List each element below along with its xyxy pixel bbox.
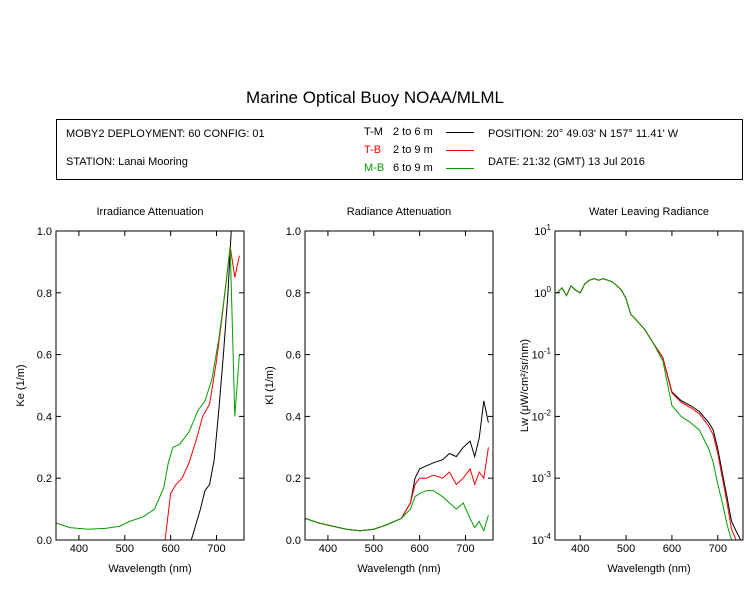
date-text: DATE: 21:32 (GMT) 13 Jul 2016: [488, 156, 645, 168]
y-tick-label: 100: [534, 285, 551, 300]
y-tick-label: 0.2: [37, 473, 52, 485]
deployment-text: MOBY2 DEPLOYMENT: 60 CONFIG: 01: [66, 128, 265, 140]
y-tick-label: 0.6: [286, 350, 301, 362]
series-line-t-m: [556, 278, 742, 540]
legend-range-mb: 6 to 9 m: [393, 162, 433, 174]
info-box: MOBY2 DEPLOYMENT: 60 CONFIG: 01 STATION:…: [56, 119, 743, 180]
legend-label-mb: M-B: [364, 162, 385, 174]
y-axis-label: Ke (1/m): [15, 364, 27, 406]
chart-panel-2: 400 500 600 700 0.0 0.2 0.4 0.6 0.8 1.0 Radiance A…: [264, 206, 494, 575]
series-line-t-b: [556, 278, 737, 540]
series-line-m-b: [305, 490, 489, 533]
x-tick-label: 400: [70, 543, 88, 555]
x-tick-label: 600: [161, 543, 179, 555]
y-tick-label: 10-2: [532, 408, 552, 423]
legend-label-tm: T-M: [364, 126, 383, 138]
y-tick-label: 10-1: [532, 347, 552, 362]
x-axis-label: Wavelength (nm): [357, 563, 440, 575]
x-tick-label: 400: [319, 543, 337, 555]
x-tick-label: 500: [365, 543, 383, 555]
series-line-m-b: [556, 278, 732, 540]
legend-range-tm: 2 to 6 m: [393, 126, 433, 138]
y-tick-label: 0.0: [37, 535, 52, 547]
chart-title: Radiance Attenuation: [347, 206, 452, 218]
x-tick-label: 600: [663, 543, 681, 555]
position-text: POSITION: 20° 49.03' N 157° 11.41' W: [488, 128, 679, 140]
y-tick-label: 1.0: [37, 226, 52, 238]
x-tick-label: 400: [571, 543, 589, 555]
series-line-m-b: [56, 246, 240, 530]
x-tick-label: 700: [456, 543, 474, 555]
y-tick-label: 0.0: [286, 535, 301, 547]
x-tick-label: 700: [709, 543, 727, 555]
x-tick-label: 500: [617, 543, 635, 555]
y-tick-label: 0.8: [37, 288, 52, 300]
y-tick-label: 0.2: [286, 473, 301, 485]
plot-frame: [304, 230, 494, 541]
plot-frame: [55, 230, 245, 541]
y-tick-label: 101: [534, 223, 551, 238]
chart-title: Water Leaving Radiance: [589, 206, 709, 218]
y-axis-label: Lw (μW/cm²/sr/nm): [519, 339, 531, 432]
series-line-t-m: [190, 231, 232, 540]
y-tick-label: 10-4: [532, 532, 552, 547]
station-text: STATION: Lanai Mooring: [66, 156, 188, 168]
y-tick-label: 10-3: [532, 470, 552, 485]
x-axis-label: Wavelength (nm): [607, 563, 690, 575]
y-tick-label: 0.8: [286, 288, 301, 300]
chart-title: Irradiance Attenuation: [96, 206, 203, 218]
legend-line-tm: [446, 132, 474, 133]
legend-label-tb: T-B: [364, 144, 382, 156]
plot-frame: [554, 230, 744, 541]
series-line-t-b: [305, 447, 489, 532]
x-tick-label: 700: [207, 543, 225, 555]
chart-panel-3: 400 500 600 700 10-4 10-3 10-2 10-1 100 101 Water …: [519, 206, 744, 575]
series-line-t-m: [305, 400, 489, 532]
x-tick-label: 600: [410, 543, 428, 555]
y-tick-label: 0.6: [37, 350, 52, 362]
legend-line-tb: [446, 150, 474, 151]
x-axis-label: Wavelength (nm): [108, 563, 191, 575]
y-tick-label: 0.4: [286, 411, 301, 423]
y-axis-label: Kl (1/m): [264, 366, 276, 405]
y-tick-label: 1.0: [286, 226, 301, 238]
legend-range-tb: 2 to 9 m: [393, 144, 433, 156]
legend-line-mb: [446, 168, 474, 169]
x-tick-label: 500: [116, 543, 134, 555]
chart-panel-1: 400 500 600 700 0.0 0.2 0.4 0.6 0.8 1.0 Irradiance…: [15, 206, 245, 575]
y-tick-label: 0.4: [37, 411, 52, 423]
page-title: Marine Optical Buoy NOAA/MLML: [246, 88, 504, 107]
